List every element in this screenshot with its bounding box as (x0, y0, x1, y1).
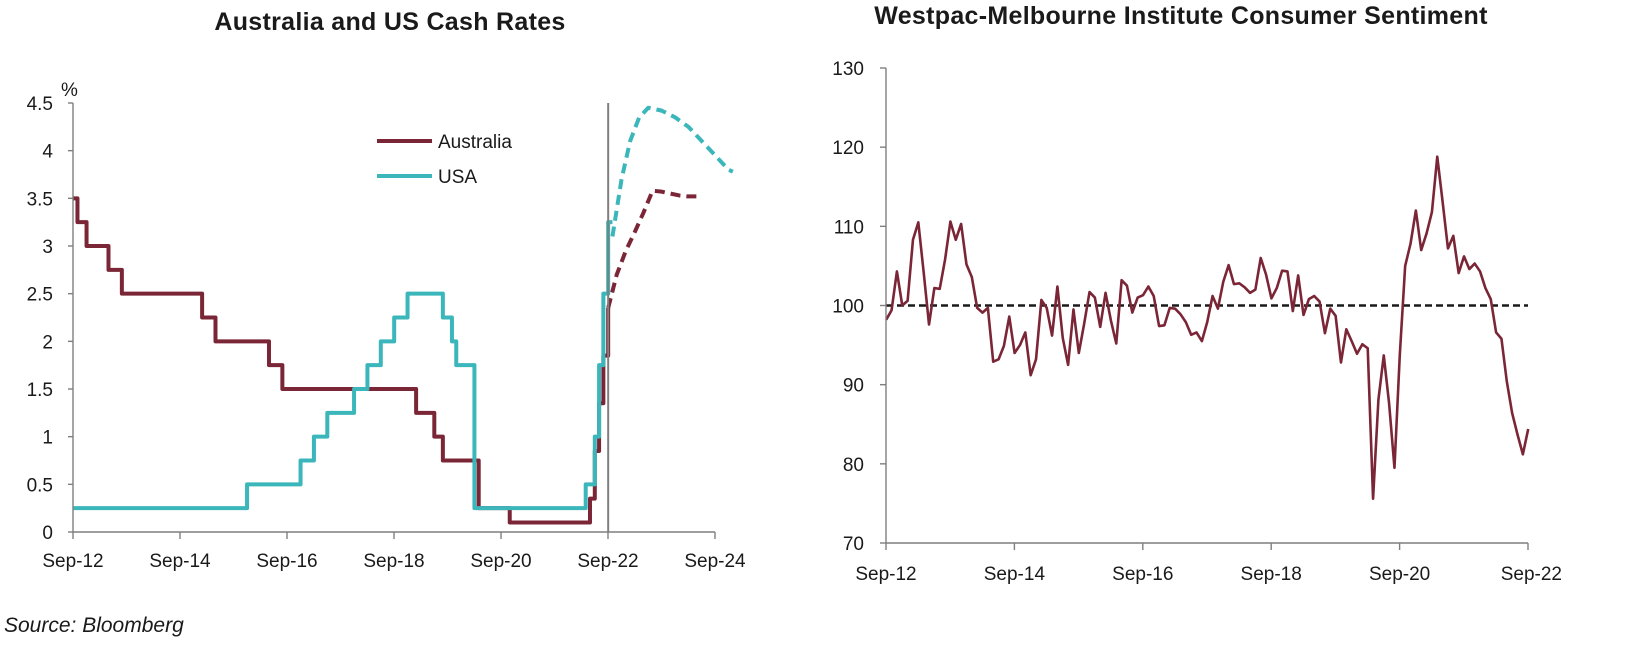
consumer-sentiment-x-ticks: Sep-12 Sep-14 Sep-16 Sep-18 Sep-20 Sep-22 (855, 543, 1562, 585)
x-tick-label: Sep-12 (42, 551, 103, 572)
x-tick-label: Sep-16 (1112, 564, 1173, 585)
cash-rates-y-unit: % (61, 80, 78, 101)
y-tick-label: 70 (843, 534, 864, 555)
x-tick-label: Sep-22 (577, 551, 638, 572)
y-tick-label: 0 (42, 523, 53, 544)
cash-rates-lines (73, 105, 734, 525)
series-line-usa-forecast (610, 105, 734, 237)
consumer-sentiment-y-ticks: 70 80 90 100 110 120 130 (832, 59, 886, 555)
x-tick-label: Sep-18 (1241, 564, 1302, 585)
cash-rates-x-ticks: Sep-12 Sep-14 Sep-16 Sep-18 Sep-20 Sep-22 Sep-… (42, 532, 746, 572)
y-tick-label: 130 (832, 59, 864, 80)
x-tick-label: Sep-14 (984, 564, 1046, 585)
x-tick-label: Sep-24 (684, 551, 746, 572)
y-tick-label: 90 (843, 376, 864, 397)
series-line-consumer-sentiment (885, 155, 1530, 500)
x-tick-label: Sep-14 (149, 551, 211, 572)
x-tick-label: Sep-16 (256, 551, 317, 572)
x-tick-label: Sep-12 (855, 564, 916, 585)
legend-label-usa: USA (438, 167, 477, 188)
x-tick-label: Sep-20 (1369, 564, 1430, 585)
y-tick-label: 0.5 (27, 475, 53, 496)
y-tick-label: 100 (832, 297, 864, 318)
x-tick-label: Sep-22 (1501, 564, 1562, 585)
x-tick-label: Sep-18 (363, 551, 424, 572)
y-tick-label: 4.5 (27, 94, 53, 115)
series-line-australia-forecast (606, 188, 697, 309)
cash-rates-y-ticks: 0 0.5 1 1.5 2 2.5 3 3.5 4 4.5 (27, 94, 73, 544)
legend-label-australia: Australia (438, 132, 512, 153)
y-tick-label: 110 (834, 217, 864, 238)
consumer-sentiment-title: Westpac-Melbourne Institute Consumer Sen… (874, 2, 1488, 30)
consumer-sentiment-chart: Westpac-Melbourne Institute Consumer Sen… (832, 2, 1562, 585)
y-tick-label: 80 (843, 455, 864, 476)
y-tick-label: 3 (42, 237, 53, 258)
y-tick-label: 2.5 (27, 285, 53, 306)
y-tick-label: 1.5 (27, 380, 53, 401)
consumer-sentiment-lines (885, 155, 1530, 500)
y-tick-label: 2 (42, 332, 53, 353)
y-tick-label: 3.5 (27, 189, 53, 210)
series-line-usa (73, 220, 613, 511)
y-tick-label: 120 (832, 138, 864, 159)
x-tick-label: Sep-20 (470, 551, 531, 572)
cash-rates-title: Australia and US Cash Rates (214, 8, 565, 36)
series-line-australia (73, 196, 611, 525)
y-tick-label: 1 (42, 428, 53, 449)
source-note: Source: Bloomberg (4, 614, 184, 637)
cash-rates-chart: Australia and US Cash Rates % 0 0.5 1 1.5 2 2… (27, 8, 746, 572)
cash-rates-legend: Australia USA (377, 132, 512, 188)
y-tick-label: 4 (42, 142, 53, 163)
